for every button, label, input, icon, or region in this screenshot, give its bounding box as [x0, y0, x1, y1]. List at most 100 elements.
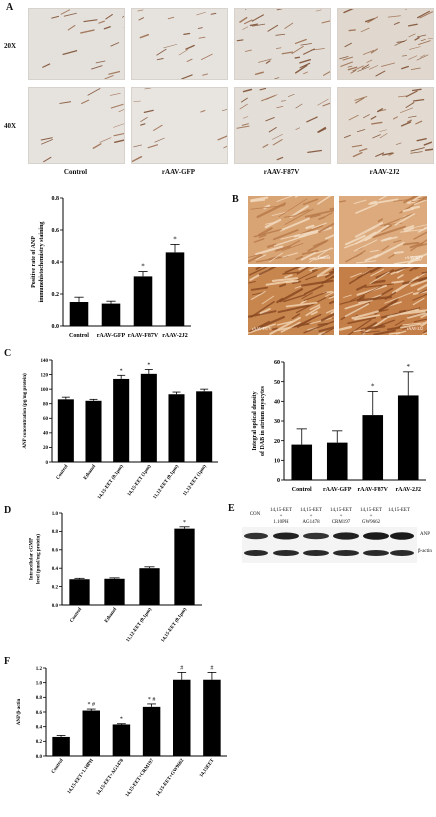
- texture-fiber: [370, 268, 385, 277]
- texture-fiber: [423, 226, 427, 229]
- texture-fiber: [267, 24, 279, 32]
- image-label-rAAV-F87V: rAAV-F87V: [252, 326, 272, 331]
- bar: [82, 710, 100, 756]
- texture-fiber: [156, 58, 164, 61]
- texture-fiber: [410, 239, 427, 252]
- texture-fiber: [248, 310, 277, 318]
- texture-fiber: [282, 271, 300, 275]
- x-tick-label: rAAV-2J2: [396, 487, 421, 493]
- texture-fiber: [355, 250, 366, 258]
- beta-actin-band: [303, 550, 329, 556]
- texture-fiber: [416, 138, 427, 142]
- y-axis-label: ANP concentration (pg/mg protein): [23, 373, 28, 449]
- y-axis-label: Intracellular cGMP: [30, 538, 35, 580]
- beta-actin-band: [390, 550, 414, 556]
- texture-fiber: [358, 246, 364, 250]
- texture-fiber: [285, 301, 318, 308]
- texture-fiber: [402, 241, 420, 246]
- texture-fiber: [310, 213, 321, 219]
- micrograph-20x-rAAV-F87V: [234, 8, 331, 80]
- texture-fiber: [366, 59, 373, 63]
- y-tick-label: 140: [41, 359, 49, 364]
- texture-fiber: [284, 267, 300, 274]
- texture-fiber: [418, 289, 427, 294]
- texture-fiber: [353, 199, 367, 205]
- beta-actin-band: [363, 550, 389, 556]
- texture-fiber: [355, 260, 377, 264]
- x-tick-label: 14,15-EET (0.1µm): [97, 464, 125, 500]
- texture-fiber: [251, 14, 264, 22]
- bar: [362, 415, 384, 480]
- texture-fiber: [380, 224, 393, 232]
- texture-fiber: [412, 297, 425, 306]
- texture-fiber: [415, 120, 423, 125]
- texture-fiber: [393, 250, 404, 255]
- texture-fiber: [384, 291, 414, 304]
- texture-fiber: [364, 283, 395, 288]
- texture-fiber: [355, 97, 365, 104]
- texture-fiber: [236, 39, 244, 42]
- texture-fiber: [59, 101, 72, 104]
- texture-fiber: [108, 70, 121, 75]
- texture-fiber: [420, 313, 427, 319]
- texture-fiber: [266, 94, 278, 100]
- texture-fiber: [242, 116, 249, 119]
- y-axis-label: of DAB in atrium myocytes: [260, 385, 266, 456]
- texture-fiber: [321, 20, 330, 24]
- texture-fiber: [356, 284, 387, 296]
- x-tick-label: Control: [70, 607, 84, 624]
- texture-fiber: [249, 320, 270, 333]
- texture-fiber: [318, 216, 326, 221]
- texture-fiber: [314, 254, 329, 261]
- bar: [203, 679, 221, 756]
- significance-mark: *: [120, 717, 123, 723]
- texture-fiber: [40, 137, 53, 141]
- texture-fiber: [280, 100, 287, 102]
- texture-fiber: [272, 134, 283, 140]
- texture-fiber: [310, 311, 318, 316]
- bar: [85, 400, 102, 462]
- y-tick-label: 0.2: [52, 292, 60, 298]
- texture-fiber: [185, 44, 195, 50]
- lane-label-con: CON: [249, 512, 261, 517]
- band-label-anp: ANP: [420, 532, 431, 537]
- chart-anp-concentration: 0 20 40 60 80 100 120 140 ANP concentration (pg/…: [23, 359, 218, 501]
- texture-fiber: [248, 323, 276, 334]
- texture-fiber: [236, 125, 250, 129]
- texture-fiber: [113, 123, 124, 128]
- texture-fiber: [403, 224, 415, 231]
- texture-fiber: [381, 62, 395, 67]
- texture-fiber: [347, 318, 372, 335]
- texture-fiber: [325, 308, 334, 314]
- texture-fiber: [358, 148, 368, 152]
- texture-fiber: [421, 271, 427, 274]
- texture-fiber: [352, 65, 364, 72]
- texture-fiber: [200, 53, 213, 60]
- texture-fiber: [262, 144, 269, 148]
- texture-fiber: [394, 212, 416, 226]
- western-blot: [242, 527, 417, 563]
- lane-label-14-15-eet: 14,15-EET: [387, 508, 411, 513]
- texture-fiber: [381, 245, 390, 251]
- texture-fiber: [358, 294, 365, 300]
- texture-fiber: [133, 100, 141, 102]
- texture-fiber: [399, 309, 407, 313]
- texture-fiber: [291, 45, 304, 55]
- texture-fiber: [320, 312, 334, 322]
- texture-fiber: [265, 279, 295, 286]
- bar: [291, 444, 313, 480]
- image-label-control: Control: [317, 255, 330, 260]
- texture-fiber: [375, 70, 386, 77]
- texture-fiber: [424, 148, 433, 152]
- x-tick-label: rAAV-2J2: [162, 333, 187, 339]
- y-axis-label: Positive rate of ANP: [31, 236, 37, 288]
- texture-fiber: [283, 215, 297, 218]
- significance-mark: #: [180, 665, 183, 671]
- significance-mark: * #: [88, 702, 96, 708]
- column-label-rAAV-GFP: rAAV-GFP: [161, 168, 196, 176]
- texture-fiber: [393, 239, 402, 243]
- texture-fiber: [252, 23, 266, 27]
- texture-fiber: [239, 16, 248, 23]
- texture-fiber: [378, 196, 388, 201]
- y-tick-label: 0.0: [52, 324, 60, 330]
